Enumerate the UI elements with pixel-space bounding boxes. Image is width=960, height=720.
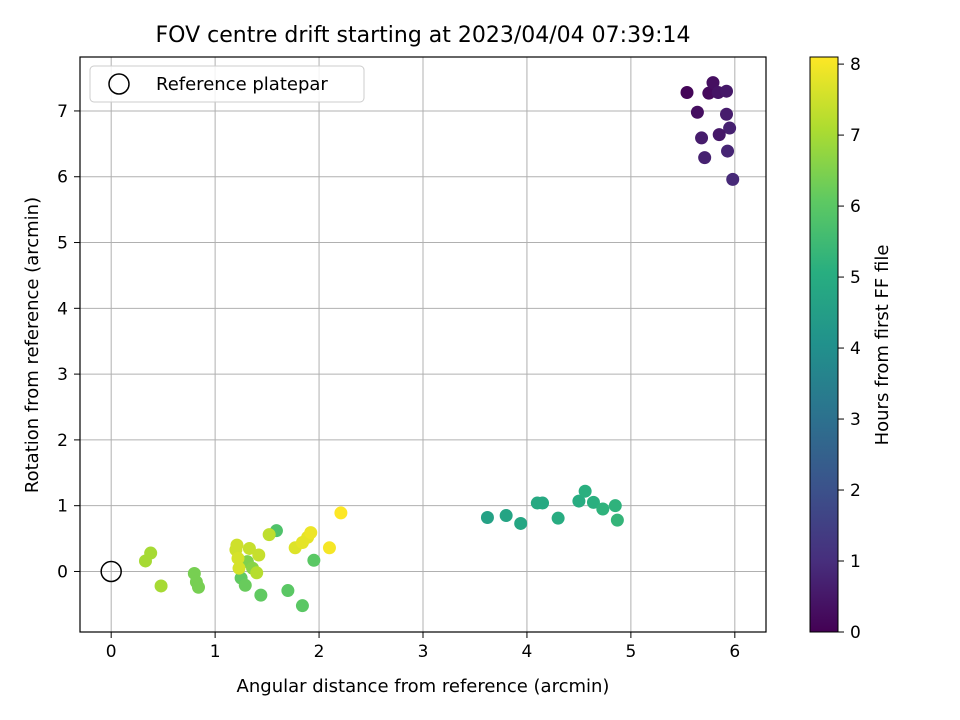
scatter-point [720, 84, 734, 98]
scatter-point [680, 86, 694, 100]
y-tick-label: 3 [57, 365, 68, 385]
scatter-point [610, 513, 624, 527]
scatter-point [720, 107, 734, 121]
colorbar-tick-label: 7 [850, 126, 861, 146]
y-tick-label: 7 [57, 102, 68, 122]
colorbar-tick-label: 4 [850, 339, 861, 359]
scatter-point [702, 86, 716, 100]
reference-platepar-point [100, 560, 122, 583]
scatter-point [231, 551, 245, 565]
colorbar-label: Hours from first FF file [872, 245, 893, 446]
colorbar-tick-label: 3 [850, 410, 861, 430]
y-axis-ticks: 0 1 2 3 4 5 6 7 [57, 102, 80, 582]
scatter-point [144, 546, 158, 560]
colorbar-tick-label: 6 [850, 197, 861, 217]
legend-box [89, 65, 365, 103]
scatter-point [250, 566, 264, 580]
colorbar: 0 1 2 3 4 5 6 7 8 Hours from first FF file [809, 55, 893, 643]
x-tick-label: 6 [729, 642, 740, 662]
x-tick-label: 5 [625, 642, 636, 662]
x-tick-label: 0 [106, 642, 117, 662]
y-tick-label: 1 [57, 497, 68, 517]
colorbar-tick-label: 0 [850, 623, 861, 643]
scatter-point [262, 528, 276, 542]
colorbar-gradient [809, 56, 839, 633]
scatter-point [578, 484, 592, 498]
scatter-point [295, 599, 309, 613]
scatter-point [480, 511, 494, 525]
legend-entry-reference: Reference platepar [156, 74, 328, 95]
scatter-point [191, 580, 205, 594]
y-tick-label: 2 [57, 431, 68, 451]
y-axis-label: Rotation from reference (arcmin) [22, 197, 43, 493]
scatter-point [690, 105, 704, 119]
scatter-point [499, 509, 513, 523]
scatter-point [154, 579, 168, 593]
x-axis-label: Angular distance from reference (arcmin) [237, 676, 610, 697]
scatter-point [596, 502, 610, 516]
scatter-point [307, 553, 321, 567]
scatter-point [608, 499, 622, 513]
scatter-point [334, 506, 348, 520]
data-points [138, 76, 740, 613]
colorbar-tick-label: 1 [850, 552, 861, 572]
scatter-point [254, 588, 268, 602]
scatter-point [698, 151, 712, 165]
scatter-point [242, 541, 256, 555]
y-tick-label: 4 [57, 299, 68, 319]
colorbar-tick-label: 5 [850, 268, 861, 288]
scatter-point [726, 172, 740, 186]
x-tick-label: 1 [210, 642, 221, 662]
scatter-point [281, 584, 295, 598]
scatter-point [706, 76, 720, 90]
scatter-point [322, 541, 336, 555]
scatter-point [232, 561, 246, 575]
scatter-point [721, 144, 735, 158]
scatter-point [551, 511, 565, 525]
chart-title: FOV centre drift starting at 2023/04/04 … [156, 23, 691, 48]
scatter-point [723, 121, 737, 135]
colorbar-ticks: 0 1 2 3 4 5 6 7 8 [838, 55, 861, 643]
scatter-point [586, 495, 600, 509]
scatter-point [712, 128, 726, 142]
scatter-point [304, 526, 318, 540]
y-tick-label: 5 [57, 234, 68, 254]
scatter-point [514, 516, 528, 530]
scatter-point [536, 496, 550, 510]
colorbar-tick-label: 2 [850, 481, 861, 501]
x-tick-label: 2 [314, 642, 325, 662]
scatter-point [572, 494, 586, 508]
x-tick-label: 3 [418, 642, 429, 662]
y-tick-label: 0 [57, 562, 68, 582]
x-axis-ticks: 0 1 2 3 4 5 6 [106, 632, 740, 662]
scatter-point [238, 578, 252, 592]
colorbar-tick-label: 8 [850, 55, 861, 75]
legend: Reference platepar [89, 65, 365, 103]
scatter-point [695, 131, 709, 145]
x-tick-label: 4 [522, 642, 533, 662]
y-tick-label: 6 [57, 168, 68, 188]
grid-lines [80, 57, 766, 632]
scatter-point [252, 548, 266, 562]
legend-marker [108, 73, 130, 95]
